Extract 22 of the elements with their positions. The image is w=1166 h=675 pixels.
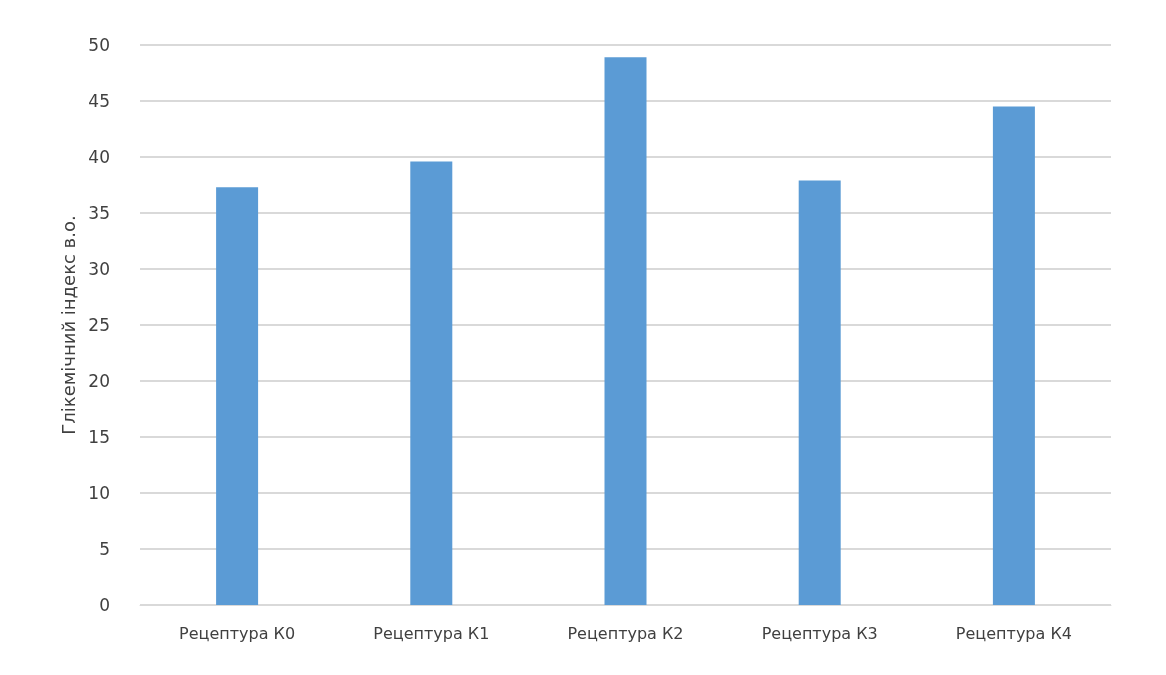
y-tick-label: 0 xyxy=(99,595,110,615)
y-tick-label: 35 xyxy=(88,203,110,223)
y-tick-label: 30 xyxy=(88,259,110,279)
x-tick-label: Рецептура К1 xyxy=(373,623,490,643)
y-axis-title: Глікемічний індекс в.о. xyxy=(57,215,79,435)
y-tick-label: 15 xyxy=(88,427,110,447)
y-tick-label: 5 xyxy=(99,539,110,559)
bar xyxy=(798,180,841,605)
y-tick-label: 40 xyxy=(88,147,110,167)
bar xyxy=(216,187,259,605)
bar xyxy=(410,161,453,605)
y-tick-label: 10 xyxy=(88,483,110,503)
x-tick-label: Рецептура К2 xyxy=(567,623,684,643)
bar xyxy=(992,106,1035,605)
y-tick-label: 20 xyxy=(88,371,110,391)
y-tick-label: 25 xyxy=(88,315,110,335)
x-tick-label: Рецептура К3 xyxy=(761,623,878,643)
x-tick-label: Рецептура К4 xyxy=(955,623,1072,643)
y-tick-label: 45 xyxy=(88,91,110,111)
y-tick-label: 50 xyxy=(88,35,110,55)
bar xyxy=(604,57,647,605)
x-tick-label: Рецептура К0 xyxy=(179,623,296,643)
